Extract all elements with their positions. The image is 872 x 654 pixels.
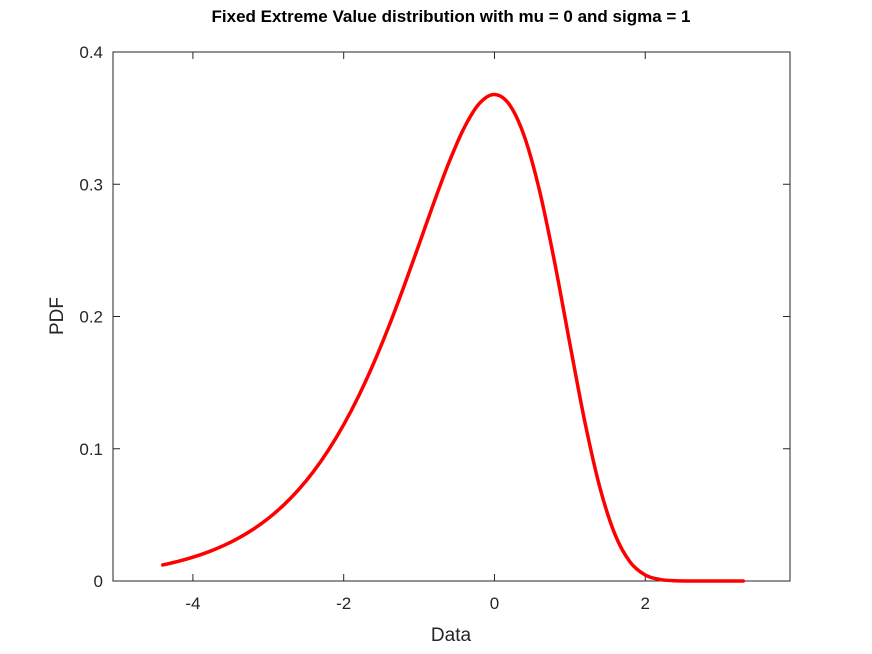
chart-title: Fixed Extreme Value distribution with mu…	[212, 7, 691, 26]
x-tick-label: 2	[641, 594, 650, 613]
y-tick-label: 0.2	[79, 308, 103, 327]
plot-area	[112, 51, 791, 582]
x-tick-label: 0	[490, 594, 499, 613]
x-tick-label: -4	[185, 594, 200, 613]
x-axis: -4 -2 0 2	[185, 52, 650, 613]
x-axis-label: Data	[431, 625, 472, 646]
y-axis-label: PDF	[47, 297, 68, 335]
y-axis: 0 0.1 0.2 0.3 0.4	[79, 43, 790, 591]
pdf-line	[161, 92, 746, 583]
y-tick-label: 0	[94, 572, 103, 591]
y-tick-label: 0.4	[79, 43, 103, 62]
y-tick-label: 0.1	[79, 440, 103, 459]
y-tick-label: 0.3	[79, 175, 103, 194]
x-tick-label: -2	[336, 594, 351, 613]
